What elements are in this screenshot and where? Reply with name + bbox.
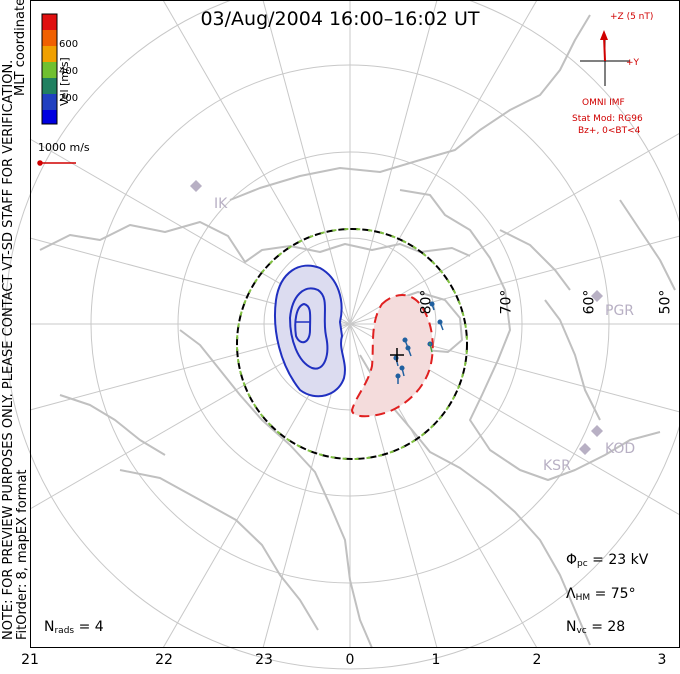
radar-count: Nrads = 4 [44,619,104,636]
latitude-label: 50° [657,289,674,315]
preview-note: NOTE: FOR PREVIEW PURPOSES ONLY. PLEASE … [1,59,30,640]
velocity-vectors [393,301,444,384]
mlt-tick-label: 1 [431,652,441,668]
station-label: KOD [605,441,636,457]
imf-vector [603,35,606,62]
latitude-label: 80° [418,289,435,315]
hm-boundary-latitude: ΛHM = 75° [566,586,636,603]
station-label: KSR [543,458,571,474]
colorbar-tick: 600 [59,39,79,50]
latitude-label: 70° [498,289,515,315]
station-label: PGR [605,303,635,319]
vector-scale [37,160,76,166]
colorbar-tick: 400 [59,66,79,77]
map-title: 03/Aug/2004 16:00–16:02 UT [200,8,480,30]
mlt-tick-label: 3 [657,652,667,668]
imf-z-label: +Z (5 nT) [610,12,654,22]
radar-station-markers [190,180,603,455]
mlt-tick-label: 23 [255,652,273,668]
mlt-tick-label: 21 [21,652,39,668]
coordinates-label: MLT coordinates [13,0,28,96]
latitude-label: 60° [581,289,598,315]
imf-source-label: OMNI IMF [582,98,625,108]
potential-max-marker [390,348,404,362]
velocity-colorbar [41,13,58,125]
colorbar-tick: 200 [59,93,79,104]
mlt-tick-label: 22 [155,652,173,668]
negative-convection-cell [274,264,346,398]
station-label: IK [214,196,228,212]
mlt-tick-label: 2 [532,652,542,668]
imf-y-label: +Y [626,58,640,68]
coastlines [39,14,676,649]
mlt-tick-label: 0 [345,652,355,668]
cross-polar-cap-potential: Φpc = 23 kV [566,552,649,569]
imf-model-label: Stat Mod: RG96 [572,114,643,124]
vector-scale-label: 1000 m/s [38,141,90,154]
heppner-maynard-boundary [236,228,468,460]
vector-count: Nvc = 28 [566,619,626,636]
imf-condition-label: Bz+, 0<BT<4 [578,126,641,136]
